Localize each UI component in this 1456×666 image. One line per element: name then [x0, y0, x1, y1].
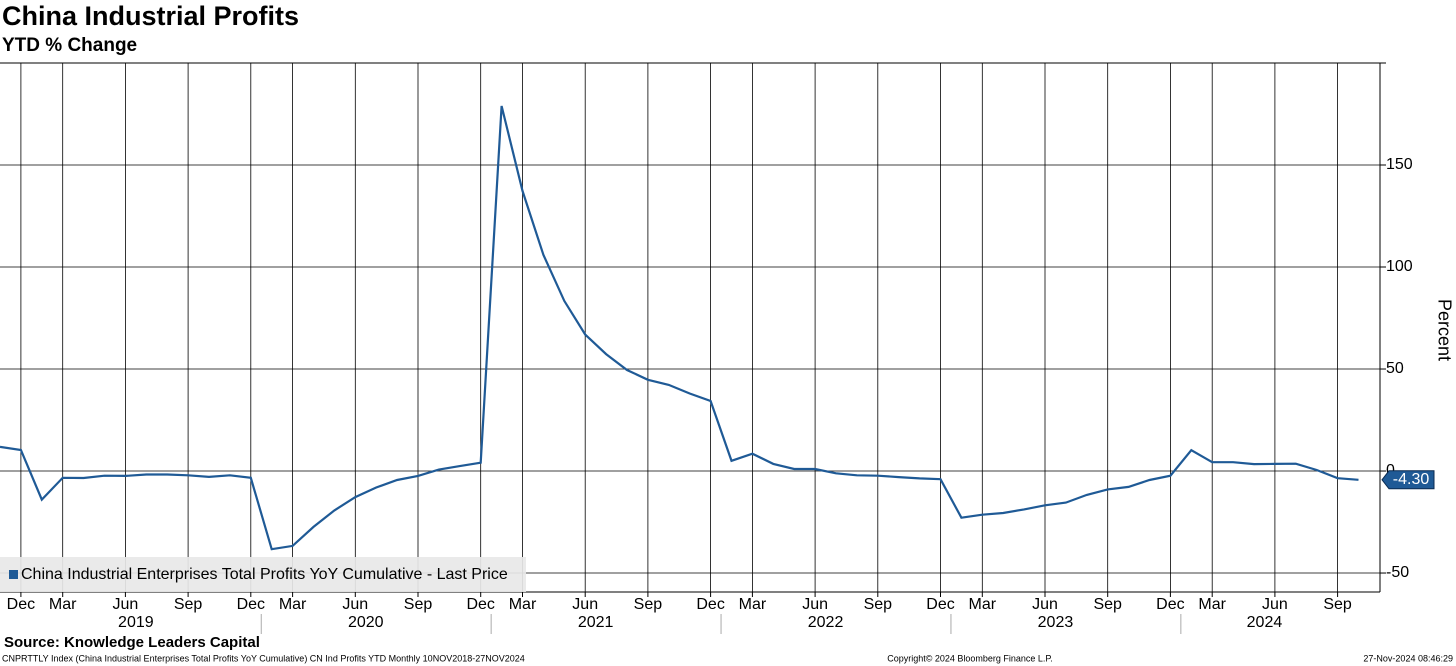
x-tick-label: Mar	[969, 596, 997, 613]
footer-right: 27-Nov-2024 08:46:29	[1363, 653, 1453, 663]
source: Source: Knowledge Leaders Capital	[4, 634, 260, 651]
legend-swatch	[9, 570, 18, 579]
footer-center: Copyright© 2024 Bloomberg Finance L.P.	[887, 653, 1053, 663]
x-tick-label: Dec	[237, 596, 265, 613]
year-label: 2020	[348, 614, 384, 631]
x-tick-label: Dec	[466, 596, 494, 613]
x-tick-label: Sep	[1093, 596, 1122, 613]
year-label: 2024	[1247, 614, 1283, 631]
footer-left: CNPRTTLY Index (China Industrial Enterpr…	[2, 653, 525, 663]
y-tick-label: 50	[1386, 360, 1404, 377]
x-tick-label: Mar	[1198, 596, 1226, 613]
year-label: 2019	[118, 614, 154, 631]
x-tick-label: Sep	[174, 596, 203, 613]
x-tick-label: Dec	[926, 596, 954, 613]
x-tick-label: Jun	[342, 596, 368, 613]
y-tick-label: -50	[1386, 564, 1409, 581]
chart-title: China Industrial Profits	[2, 1, 299, 31]
x-tick-label: Jun	[802, 596, 828, 613]
x-tick-label: Dec	[696, 596, 724, 613]
x-tick-label: Dec	[7, 596, 35, 613]
x-tick-label: Mar	[509, 596, 537, 613]
x-tick-label: Sep	[634, 596, 663, 613]
y-axis-label: Percent	[1434, 299, 1454, 361]
year-label: 2021	[578, 614, 614, 631]
x-tick-label: Sep	[864, 596, 893, 613]
chart-subtitle: YTD % Change	[2, 35, 137, 56]
last-value-tag: -4.30	[1381, 470, 1435, 490]
legend-label: China Industrial Enterprises Total Profi…	[21, 566, 508, 583]
year-label: 2023	[1038, 614, 1074, 631]
y-tick-label: 100	[1386, 258, 1413, 275]
x-tick-label: Sep	[1323, 596, 1352, 613]
legend: China Industrial Enterprises Total Profi…	[0, 557, 526, 592]
x-tick-label: Sep	[404, 596, 433, 613]
x-tick-label: Mar	[49, 596, 77, 613]
x-tick-label: Dec	[1156, 596, 1184, 613]
last-value-box	[1381, 470, 1435, 490]
x-tick-label: Jun	[1032, 596, 1058, 613]
x-tick-label: Mar	[279, 596, 307, 613]
y-tick-label: 150	[1386, 156, 1413, 173]
last-value-label: -4.30	[1393, 471, 1430, 488]
legend-bg	[0, 557, 526, 592]
x-tick-label: Jun	[113, 596, 139, 613]
x-tick-label: Jun	[1262, 596, 1288, 613]
series-line	[0, 105, 1359, 551]
x-tick-label: Mar	[739, 596, 767, 613]
year-label: 2022	[808, 614, 844, 631]
x-tick-label: Jun	[572, 596, 598, 613]
